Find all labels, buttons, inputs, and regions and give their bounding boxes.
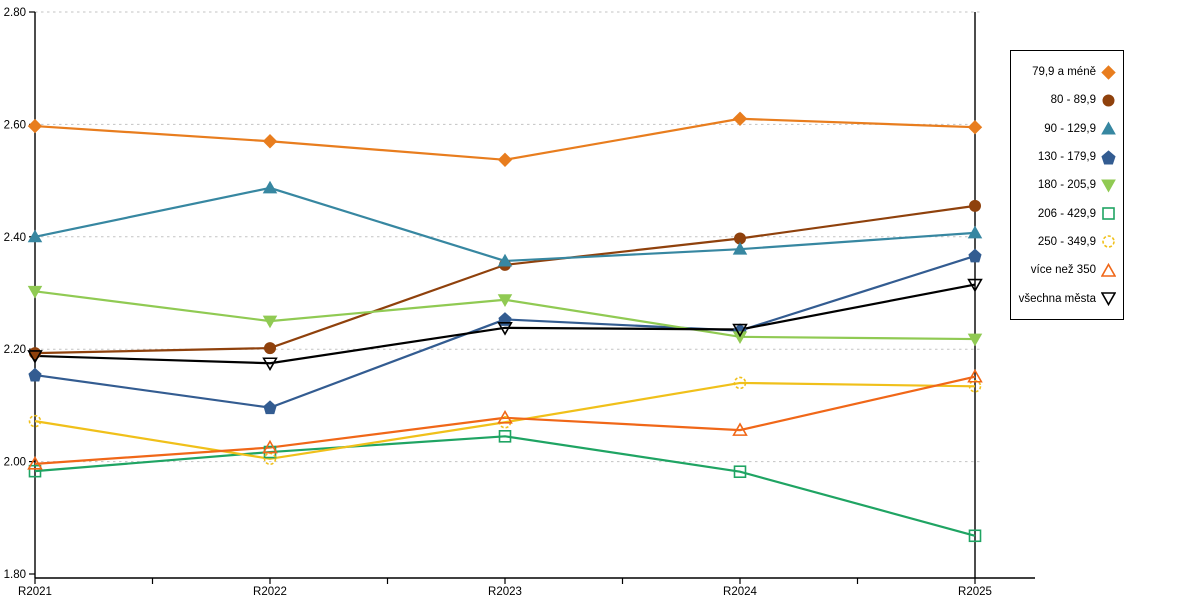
data-point-marker: [967, 225, 983, 239]
data-point-marker: [732, 422, 748, 436]
triangle-up-glyph: [1101, 262, 1116, 277]
y-tick-label: 1.80: [4, 569, 26, 581]
legend-item: 79,9 a méně: [1011, 58, 1123, 86]
data-point-marker: [498, 430, 512, 443]
legend-item: 180 - 205,9: [1011, 171, 1123, 199]
triangle-up-marker-icon: [1101, 121, 1116, 135]
triangle-down-marker-icon: [1101, 179, 1116, 193]
data-point-marker: [262, 357, 278, 372]
triangle-down-glyph: [1101, 179, 1116, 193]
data-point-marker: [967, 368, 983, 383]
x-tick-label: R2022: [253, 586, 287, 598]
circle-glyph: [1102, 94, 1115, 107]
data-point-marker: [967, 120, 983, 135]
series-line-7: [34, 375, 976, 465]
data-point-marker: [28, 414, 42, 428]
data-point-marker: [28, 367, 42, 382]
x-tick-label: R2024: [723, 586, 757, 598]
data-point-marker: [967, 278, 983, 293]
circle-glyph: [1102, 235, 1115, 249]
series-line-5: [34, 435, 976, 537]
x-tick-label: R2023: [488, 586, 522, 598]
triangle-up-glyph: [1101, 121, 1116, 135]
data-point-marker: [263, 400, 277, 415]
data-point-marker: [967, 333, 983, 347]
triangle-down-glyph: [1101, 292, 1116, 307]
data-point-marker: [262, 180, 278, 194]
y-tick-label: 2.00: [4, 457, 26, 469]
data-point-marker: [497, 322, 513, 336]
data-point-marker: [27, 350, 43, 364]
chart-legend: 79,9 a méně 80 - 89,9 90 - 129,9 130 - 179,…: [1010, 50, 1124, 320]
pentagon-glyph: [1101, 149, 1116, 165]
data-point-marker: [732, 331, 748, 345]
data-point-marker: [732, 241, 748, 255]
data-point-marker: [733, 465, 747, 479]
data-point-marker: [732, 111, 748, 126]
series-line-1: [34, 204, 976, 355]
data-point-marker: [497, 152, 513, 168]
legend-item: 90 - 129,9: [1011, 115, 1123, 143]
data-point-marker: [28, 464, 42, 478]
legend-label: všechna města: [1018, 292, 1096, 305]
legend-item: 206 - 429,9: [1011, 199, 1123, 227]
y-tick-label: 2.80: [4, 7, 26, 19]
data-point-marker: [497, 294, 513, 307]
triangle-up-marker-icon: [1101, 262, 1116, 277]
data-point-marker: [497, 253, 513, 267]
data-point-marker: [262, 134, 278, 149]
data-point-marker: [733, 376, 747, 390]
circle-marker-icon: [1102, 235, 1115, 249]
data-point-marker: [262, 315, 278, 329]
square-glyph: [1102, 207, 1115, 220]
data-point-marker: [262, 439, 278, 454]
legend-label: 180 - 205,9: [1037, 179, 1096, 192]
y-tick-label: 2.20: [4, 344, 26, 356]
legend-item: všechna města: [1011, 284, 1123, 312]
diamond-marker-icon: [1101, 64, 1116, 80]
y-tick-label: 2.60: [4, 119, 26, 131]
data-point-marker: [968, 379, 982, 393]
data-point-marker: [969, 199, 981, 212]
legend-label: více než 350: [1030, 264, 1096, 277]
y-tick-label: 2.40: [4, 232, 26, 244]
x-tick-label: R2025: [958, 586, 992, 598]
legend-label: 79,9 a méně: [1032, 66, 1096, 79]
data-point-marker: [968, 248, 982, 263]
legend-label: 250 - 349,9: [1037, 235, 1096, 248]
triangle-down-marker-icon: [1101, 292, 1116, 307]
square-marker-icon: [1102, 207, 1115, 220]
pentagon-marker-icon: [1101, 149, 1116, 165]
legend-item: 80 - 89,9: [1011, 86, 1123, 114]
data-point-marker: [27, 118, 43, 134]
data-point-marker: [732, 323, 748, 338]
legend-item: 130 - 179,9: [1011, 143, 1123, 171]
data-point-marker: [27, 229, 43, 243]
legend-label: 90 - 129,9: [1044, 122, 1096, 135]
legend-item: 250 - 349,9: [1011, 228, 1123, 256]
circle-marker-icon: [1102, 94, 1115, 107]
legend-item: více než 350: [1011, 256, 1123, 284]
data-point-marker: [27, 285, 43, 299]
legend-label: 80 - 89,9: [1050, 94, 1096, 107]
legend-label: 130 - 179,9: [1037, 151, 1096, 164]
data-point-marker: [497, 409, 513, 424]
data-point-marker: [264, 342, 276, 355]
legend-label: 206 - 429,9: [1037, 207, 1096, 220]
data-point-marker: [27, 456, 43, 470]
diamond-glyph: [1101, 64, 1116, 80]
data-point-marker: [968, 529, 982, 543]
series-line-8: [34, 283, 976, 365]
x-tick-label: R2021: [18, 586, 52, 598]
